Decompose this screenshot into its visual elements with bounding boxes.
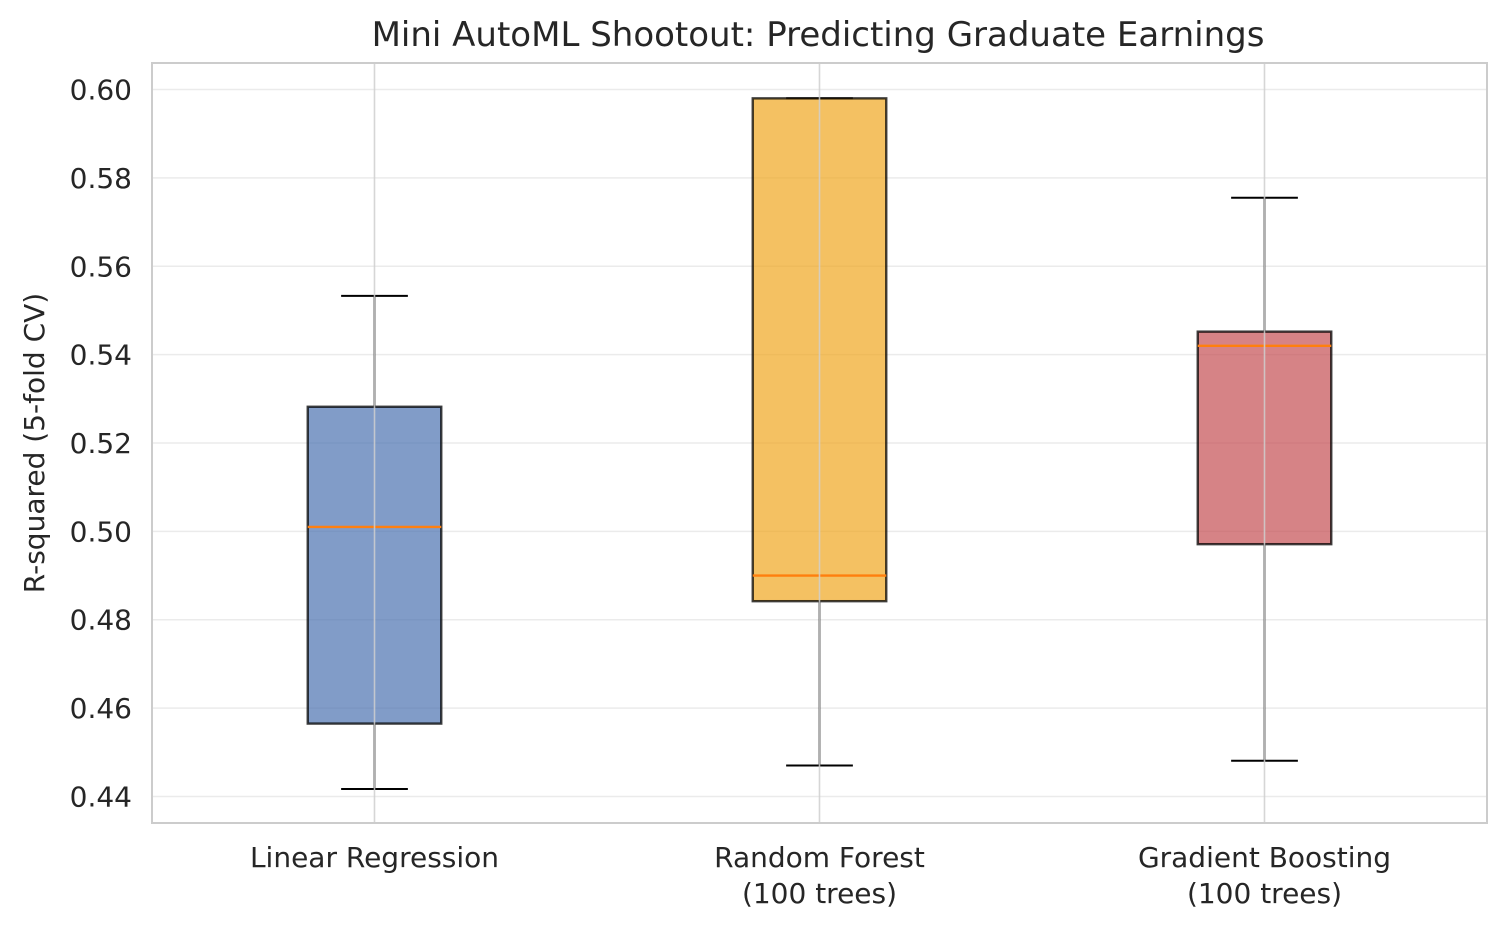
- y-axis-label: R-squared (5-fold CV): [18, 293, 51, 593]
- x-tick-label: (100 trees): [742, 877, 897, 910]
- y-tick-label: 0.44: [70, 780, 132, 813]
- plot-area: 0.44 0.46 0.48 0.50 0.52 0.54 0.56 0.58 0.60 Line…: [70, 62, 1488, 910]
- x-tick-label: Linear Regression: [250, 841, 499, 874]
- x-tick-label: (100 trees): [1187, 877, 1342, 910]
- y-tick-label: 0.58: [70, 162, 132, 195]
- y-tick-label: 0.46: [70, 692, 132, 725]
- plot-frame: [151, 62, 1488, 824]
- y-tick-label: 0.48: [70, 604, 132, 637]
- x-tick-label: Gradient Boosting: [1138, 841, 1391, 874]
- x-tick-label: Random Forest: [714, 841, 925, 874]
- y-tick-label: 0.56: [70, 250, 132, 283]
- chart-title: Mini AutoML Shootout: Predicting Graduat…: [372, 15, 1265, 55]
- y-tick-label: 0.52: [70, 427, 132, 460]
- y-tick-label: 0.54: [70, 339, 132, 372]
- y-tick-label: 0.50: [70, 515, 132, 548]
- y-tick-label: 0.60: [70, 74, 132, 107]
